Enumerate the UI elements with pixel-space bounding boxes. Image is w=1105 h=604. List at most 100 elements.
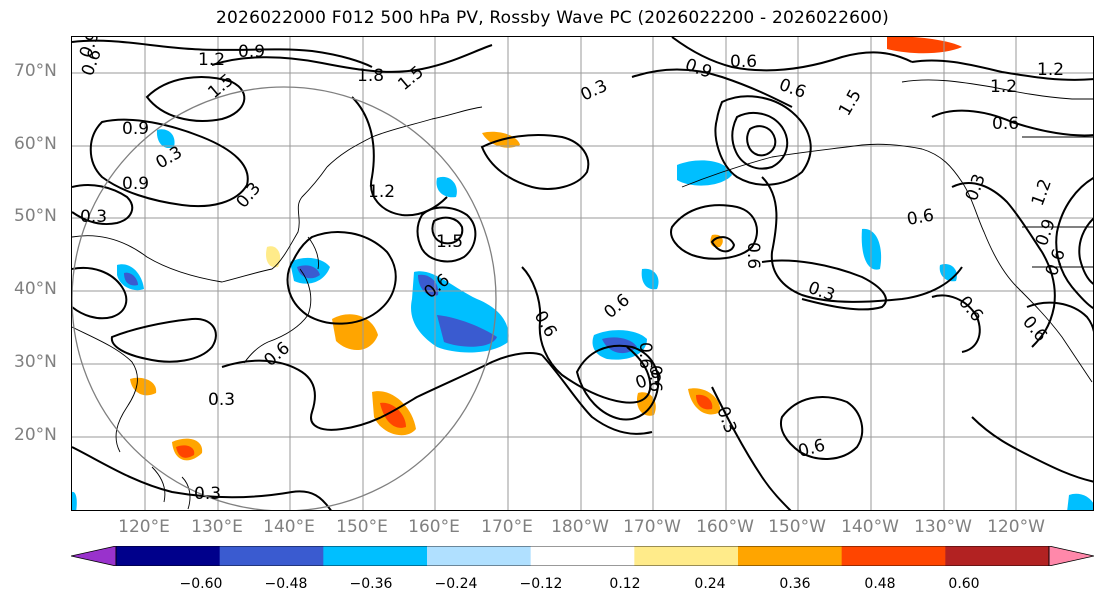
contour-line — [931, 294, 981, 353]
contour-line — [480, 134, 590, 190]
pv-contours — [72, 37, 1093, 510]
anomaly-blob — [696, 394, 713, 410]
anomaly-blob — [437, 315, 497, 347]
contour-line — [911, 59, 1093, 81]
colorbar-tick: 0.60 — [948, 576, 980, 592]
contour-label: 1.2 — [198, 50, 225, 70]
contour-label: 0.6 — [954, 292, 987, 326]
anomaly-blob — [130, 377, 157, 396]
contour-line — [221, 352, 543, 431]
contour-label: 1.2 — [368, 182, 395, 202]
colorbar-extend-low — [71, 546, 117, 566]
colorbar-extend-high — [1048, 546, 1094, 566]
colorbar-tick: −0.36 — [349, 576, 393, 592]
anomaly-blob — [677, 160, 732, 186]
contour-line — [72, 446, 332, 510]
coastline — [901, 79, 1093, 100]
colorbar-segment — [945, 546, 1050, 566]
colorbar-tick: 0.12 — [609, 576, 641, 592]
contour-line — [951, 182, 1056, 348]
anomaly-blob — [636, 392, 656, 416]
contour-label: 0.6 — [992, 114, 1019, 134]
colorbar-frame — [115, 546, 1050, 566]
anomaly-blob — [176, 445, 195, 458]
colorbar-tick: −0.48 — [264, 576, 308, 592]
lat-label-40n: 40°N — [14, 279, 57, 299]
lon-label-160e: 160°E — [408, 517, 460, 537]
anomaly-blob — [332, 314, 378, 351]
contour-line — [72, 39, 373, 68]
contour-label: 0.3 — [233, 179, 266, 213]
anomaly-blob — [266, 246, 281, 268]
contour-line — [89, 118, 249, 208]
anomaly-shading — [72, 37, 1093, 510]
contour-label: 0.3 — [153, 142, 186, 173]
contour-line — [631, 68, 793, 108]
contour-line — [714, 95, 812, 186]
colorbar-tick: 0.48 — [864, 576, 896, 592]
contour-label: 0.6 — [635, 342, 655, 369]
colorbar-segment — [219, 546, 324, 566]
lat-label-20n: 20°N — [14, 425, 57, 445]
contour-label: 1.5 — [436, 232, 463, 252]
anomaly-blob — [124, 272, 138, 286]
contour-line — [731, 111, 789, 170]
coastline — [151, 466, 191, 510]
colorbar-segment — [841, 546, 946, 566]
contour-label: 0.6 — [530, 308, 561, 341]
contour-label: 1.2 — [1037, 60, 1064, 80]
lon-label-120e: 120°E — [118, 517, 170, 537]
colorbar-tick: 0.36 — [779, 576, 811, 592]
contour-label: 1.5 — [835, 86, 866, 119]
lon-label-150e: 150°E — [336, 517, 388, 537]
colorbar-tick: −0.24 — [434, 576, 478, 592]
contour-line — [761, 176, 963, 303]
contour-label: 0.6 — [796, 436, 827, 462]
lon-label-140w: 140°W — [841, 517, 899, 537]
contour-line — [145, 76, 246, 122]
anomaly-blob — [297, 265, 320, 279]
colorbar-tick: 0.24 — [694, 576, 726, 592]
colorbar-segment — [634, 546, 739, 566]
colorbar-segments — [116, 546, 1050, 566]
lon-label-150w: 150°W — [768, 517, 826, 537]
contour-line — [710, 236, 736, 253]
contour-line — [931, 109, 1093, 137]
contour-line — [72, 267, 128, 320]
contour-label: 1.8 — [357, 66, 384, 86]
colorbar — [71, 546, 1094, 566]
contour-line — [351, 96, 448, 217]
contour-line — [971, 416, 1093, 483]
contour-label: 0.6 — [645, 365, 665, 392]
coastline — [243, 268, 312, 364]
contour-label: 0.3 — [578, 76, 611, 106]
contour-line — [416, 206, 477, 263]
colorbar-segment — [530, 546, 635, 566]
contour-line — [72, 184, 134, 225]
contour-label: 1.2 — [1028, 176, 1056, 208]
colorbar-segment — [738, 546, 843, 566]
contour-line — [1055, 177, 1093, 310]
lat-label-30n: 30°N — [14, 352, 57, 372]
contour-label: 0.6 — [776, 75, 808, 103]
contour-label: 0.3 — [962, 171, 990, 203]
lon-label-130e: 130°E — [191, 517, 243, 537]
contour-line — [431, 216, 464, 245]
contour-line — [575, 344, 660, 421]
anomaly-blob — [1067, 493, 1093, 510]
map-panel: 0.9 1.2 0.9 0.6 1.5 1.8 1.5 0.9 0.6 0.3 … — [71, 36, 1094, 511]
contour-line — [670, 204, 758, 260]
colorbar-segment — [116, 546, 221, 566]
contour-line — [1078, 217, 1093, 285]
coastline — [72, 166, 328, 283]
map-title: 2026022000 F012 500 hPa PV, Rossby Wave … — [216, 8, 889, 28]
contour-label: 1.2 — [990, 77, 1017, 97]
contour-label: 0.9 — [238, 42, 265, 62]
contour-line — [711, 386, 792, 510]
lon-label-170w: 170°W — [623, 517, 681, 537]
lon-label-170e: 170°E — [481, 517, 533, 537]
contour-label: 0.6 — [743, 242, 763, 269]
contour-label: 0.6 — [905, 206, 935, 230]
colorbar-segment — [427, 546, 532, 566]
contour-line — [671, 37, 913, 72]
